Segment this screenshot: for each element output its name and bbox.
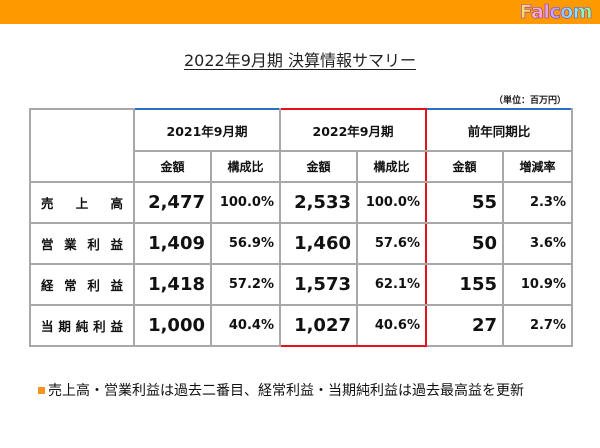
yoy-rate: 3.6% bbox=[502, 222, 573, 265]
subheader-amount: 金額 bbox=[425, 150, 504, 183]
fy2022-ratio: 57.6% bbox=[356, 222, 427, 265]
row-label: 営業利益 bbox=[29, 222, 135, 265]
period-header-row: 2021年9月期 2022年9月期 前年同期比 bbox=[29, 108, 573, 183]
row-label: 経常利益 bbox=[29, 263, 135, 306]
fy2021-amount: 1,409 bbox=[133, 222, 212, 265]
period-header-yoy: 前年同期比 bbox=[425, 108, 573, 152]
table-row-operating-income: 営業利益 1,409 56.9% 1,460 57.6% 50 3.6% bbox=[29, 222, 573, 265]
fy2022-ratio: 40.6% bbox=[356, 304, 427, 347]
subheader-amount: 金額 bbox=[279, 150, 358, 183]
row-label: 当期純利益 bbox=[29, 304, 135, 347]
subheader-ratio: 構成比 bbox=[210, 150, 281, 183]
fy2021-ratio: 100.0% bbox=[210, 181, 281, 224]
period-header-fy2021: 2021年9月期 bbox=[133, 108, 281, 152]
page-title: 2022年9月期 決算情報サマリー bbox=[0, 47, 600, 71]
row-label: 売 上 高 bbox=[29, 181, 135, 224]
subheader-change-rate: 増減率 bbox=[502, 150, 573, 183]
falcom-logo: Falcom bbox=[519, 1, 592, 24]
fy2021-ratio: 57.2% bbox=[210, 263, 281, 306]
yoy-rate: 2.3% bbox=[502, 181, 573, 224]
unit-label: （単位：百万円） bbox=[493, 96, 566, 106]
subheader-amount: 金額 bbox=[133, 150, 212, 183]
fy2022-ratio: 100.0% bbox=[356, 181, 427, 224]
period-header-fy2022: 2022年9月期 bbox=[279, 108, 427, 152]
subheader-row: 金額 構成比 金額 構成比 金額 増減率 bbox=[30, 150, 573, 183]
fy2021-ratio: 56.9% bbox=[210, 222, 281, 265]
table-row-net-income: 当期純利益 1,000 40.4% 1,027 40.6% 27 2.7% bbox=[29, 304, 573, 347]
header-bar: Falcom bbox=[0, 0, 600, 24]
table-row-sales: 売 上 高 2,477 100.0% 2,533 100.0% 55 2.3% bbox=[29, 181, 573, 224]
fy2021-amount: 2,477 bbox=[133, 181, 212, 224]
fy2022-amount: 1,027 bbox=[279, 304, 358, 347]
fy2022-amount: 2,533 bbox=[279, 181, 358, 224]
subheader-ratio: 構成比 bbox=[356, 150, 427, 183]
fy2021-amount: 1,418 bbox=[133, 263, 212, 306]
yoy-amount: 55 bbox=[425, 181, 504, 224]
square-bullet-icon bbox=[38, 386, 45, 394]
fy2021-amount: 1,000 bbox=[133, 304, 212, 347]
fy2022-amount: 1,460 bbox=[279, 222, 358, 265]
yoy-amount: 155 bbox=[425, 263, 504, 306]
page-title-text: 2022年9月期 決算情報サマリー bbox=[184, 51, 416, 70]
summary-note-text: 売上高・営業利益は過去二番目、経常利益・当期純利益は過去最高益を更新 bbox=[48, 383, 524, 399]
fy2022-ratio: 62.1% bbox=[356, 263, 427, 306]
fy2022-amount: 1,573 bbox=[279, 263, 358, 306]
yoy-rate: 10.9% bbox=[502, 263, 573, 306]
yoy-amount: 27 bbox=[425, 304, 504, 347]
summary-note: 売上高・営業利益は過去二番目、経常利益・当期純利益は過去最高益を更新 bbox=[38, 380, 524, 400]
table-row-ordinary-income: 経常利益 1,418 57.2% 1,573 62.1% 155 10.9% bbox=[29, 263, 573, 306]
fy2021-ratio: 40.4% bbox=[210, 304, 281, 347]
financial-summary-table: 2021年9月期 2022年9月期 前年同期比 金額 構成比 金額 構成比 金額… bbox=[29, 108, 573, 347]
corner-cell bbox=[29, 108, 135, 183]
yoy-rate: 2.7% bbox=[502, 304, 573, 347]
yoy-amount: 50 bbox=[425, 222, 504, 265]
